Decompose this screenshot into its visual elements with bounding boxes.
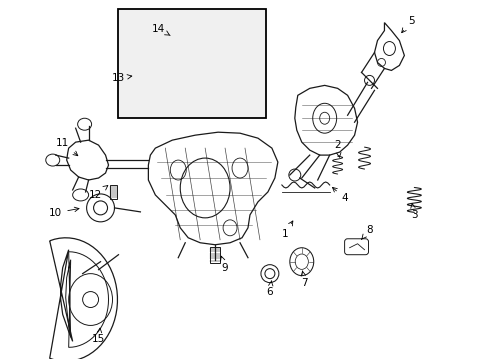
Bar <box>109 185 117 199</box>
Text: 1: 1 <box>281 221 292 239</box>
Text: 3: 3 <box>410 203 417 220</box>
Text: 7: 7 <box>301 271 307 288</box>
Bar <box>118 9 265 118</box>
Text: 12: 12 <box>89 185 107 200</box>
Text: 14: 14 <box>151 24 170 36</box>
Text: 15: 15 <box>92 328 105 345</box>
Bar <box>210 247 220 263</box>
Text: 2: 2 <box>334 140 340 157</box>
Text: 9: 9 <box>220 256 228 273</box>
Text: 11: 11 <box>56 138 78 156</box>
Text: 8: 8 <box>361 225 372 239</box>
Text: 5: 5 <box>401 15 414 33</box>
Text: 13: 13 <box>112 73 131 84</box>
Text: 10: 10 <box>49 207 79 218</box>
Text: 6: 6 <box>266 281 273 297</box>
Text: 4: 4 <box>332 188 347 203</box>
